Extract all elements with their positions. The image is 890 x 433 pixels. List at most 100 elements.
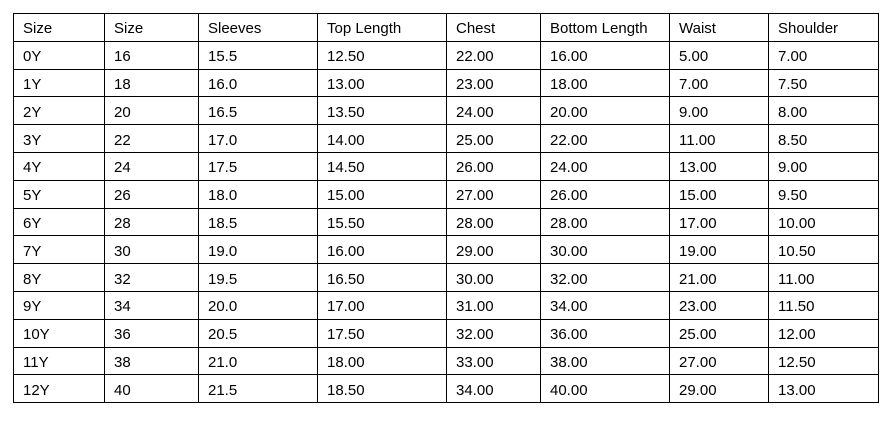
- table-cell: 17.0: [198, 124, 318, 153]
- table-cell: 33.00: [446, 346, 541, 376]
- table-cell: 20.5: [198, 318, 318, 348]
- table-cell: 32.00: [446, 318, 541, 348]
- table-row: 3Y 22 17.0 14.00 25.00 22.00 11.00 8.50: [13, 124, 879, 153]
- column-header: Chest: [446, 13, 541, 42]
- column-header: Waist: [669, 13, 769, 42]
- table-cell: 27.00: [446, 179, 541, 209]
- table-row: 7Y 30 19.0 16.00 29.00 30.00 19.00 10.50: [13, 235, 879, 265]
- table-cell: 18.5: [198, 207, 318, 237]
- table-cell: 38.00: [540, 346, 670, 376]
- table-cell: 17.00: [317, 290, 447, 320]
- table-row: 8Y 32 19.5 16.50 30.00 32.00 21.00 11.00: [13, 263, 879, 292]
- table-cell: 12Y: [13, 374, 105, 404]
- column-header: Size: [104, 13, 199, 42]
- table-cell: 22.00: [540, 124, 670, 153]
- table-cell: 8Y: [13, 263, 105, 292]
- table-cell: 7.00: [768, 40, 879, 70]
- column-header: Bottom Length: [540, 13, 670, 42]
- table-cell: 10.50: [768, 235, 879, 265]
- table-row: 5Y 26 18.0 15.00 27.00 26.00 15.00 9.50: [13, 179, 879, 209]
- table-cell: 2Y: [13, 96, 105, 126]
- table-cell: 20.0: [198, 290, 318, 320]
- table-cell: 9.00: [669, 96, 769, 126]
- table-cell: 27.00: [669, 346, 769, 376]
- table-cell: 12.50: [768, 346, 879, 376]
- table-cell: 22: [104, 124, 199, 153]
- table-cell: 29.00: [446, 235, 541, 265]
- table-row: 0Y 16 15.5 12.50 22.00 16.00 5.00 7.00: [13, 40, 879, 70]
- table-cell: 18.00: [317, 346, 447, 376]
- table-row: 2Y 20 16.5 13.50 24.00 20.00 9.00 8.00: [13, 96, 879, 126]
- table-cell: 22.00: [446, 40, 541, 70]
- table-row: 4Y 24 17.5 14.50 26.00 24.00 13.00 9.00: [13, 151, 879, 181]
- table-cell: 19.5: [198, 263, 318, 292]
- table-cell: 11.00: [669, 124, 769, 153]
- table-cell: 19.00: [669, 235, 769, 265]
- table-cell: 0Y: [13, 40, 105, 70]
- table-cell: 6Y: [13, 207, 105, 237]
- table-cell: 16: [104, 40, 199, 70]
- table-cell: 18.0: [198, 179, 318, 209]
- table-cell: 21.00: [669, 263, 769, 292]
- table-cell: 16.50: [317, 263, 447, 292]
- table-cell: 30.00: [540, 235, 670, 265]
- table-cell: 10Y: [13, 318, 105, 348]
- column-header: Sleeves: [198, 13, 318, 42]
- table-cell: 13.00: [317, 68, 447, 98]
- table-cell: 17.00: [669, 207, 769, 237]
- table-cell: 40.00: [540, 374, 670, 404]
- table-cell: 15.5: [198, 40, 318, 70]
- table-cell: 18: [104, 68, 199, 98]
- table-cell: 7.00: [669, 68, 769, 98]
- table-cell: 28.00: [446, 207, 541, 237]
- table-cell: 5Y: [13, 179, 105, 209]
- table-cell: 29.00: [669, 374, 769, 404]
- table-cell: 14.50: [317, 151, 447, 181]
- table-cell: 17.5: [198, 151, 318, 181]
- table-cell: 5.00: [669, 40, 769, 70]
- table-cell: 9Y: [13, 290, 105, 320]
- table-cell: 4Y: [13, 151, 105, 181]
- table-cell: 11.00: [768, 263, 879, 292]
- table-cell: 16.5: [198, 96, 318, 126]
- table-cell: 26.00: [446, 151, 541, 181]
- column-header: Top Length: [317, 13, 447, 42]
- table-cell: 32.00: [540, 263, 670, 292]
- table-row: 6Y 28 18.5 15.50 28.00 28.00 17.00 10.00: [13, 207, 879, 237]
- table-cell: 12.00: [768, 318, 879, 348]
- table-cell: 3Y: [13, 124, 105, 153]
- column-header: Shoulder: [768, 13, 879, 42]
- table-cell: 15.00: [317, 179, 447, 209]
- table-row: 10Y 36 20.5 17.50 32.00 36.00 25.00 12.00: [13, 318, 879, 348]
- table-cell: 11Y: [13, 346, 105, 376]
- table-cell: 15.50: [317, 207, 447, 237]
- table-cell: 19.0: [198, 235, 318, 265]
- table-cell: 25.00: [669, 318, 769, 348]
- table-cell: 34.00: [446, 374, 541, 404]
- table-cell: 8.50: [768, 124, 879, 153]
- table-row: 1Y 18 16.0 13.00 23.00 18.00 7.00 7.50: [13, 68, 879, 98]
- table-cell: 30: [104, 235, 199, 265]
- table-cell: 1Y: [13, 68, 105, 98]
- table-cell: 30.00: [446, 263, 541, 292]
- table-cell: 16.00: [540, 40, 670, 70]
- table-cell: 16.0: [198, 68, 318, 98]
- table-cell: 12.50: [317, 40, 447, 70]
- table-cell: 36.00: [540, 318, 670, 348]
- table-cell: 40: [104, 374, 199, 404]
- table-cell: 21.0: [198, 346, 318, 376]
- table-cell: 13.50: [317, 96, 447, 126]
- table-cell: 24: [104, 151, 199, 181]
- table-cell: 15.00: [669, 179, 769, 209]
- table-cell: 7.50: [768, 68, 879, 98]
- table-cell: 17.50: [317, 318, 447, 348]
- table-cell: 9.50: [768, 179, 879, 209]
- table-row: 9Y 34 20.0 17.00 31.00 34.00 23.00 11.50: [13, 290, 879, 320]
- table-cell: 18.00: [540, 68, 670, 98]
- table-cell: 32: [104, 263, 199, 292]
- table-cell: 28: [104, 207, 199, 237]
- table-cell: 7Y: [13, 235, 105, 265]
- table-cell: 16.00: [317, 235, 447, 265]
- table-cell: 36: [104, 318, 199, 348]
- table-cell: 18.50: [317, 374, 447, 404]
